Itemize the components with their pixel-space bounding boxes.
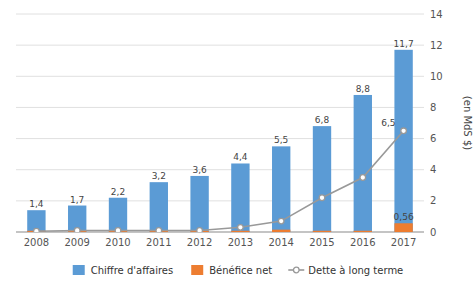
- data-label: 1,7: [70, 195, 84, 205]
- line: [36, 131, 403, 231]
- bar: [354, 95, 372, 232]
- y-tick-label: 12: [430, 40, 443, 51]
- x-tick-label: 2009: [64, 237, 89, 248]
- data-label: 3,6: [192, 165, 207, 175]
- line-marker: [34, 228, 40, 232]
- legend-swatch: [191, 265, 203, 275]
- data-labels: 1,4 1,7 2,2 3,2 3,6 4,4 5,5 6,8 8,8 11,7 0,56 6,5: [29, 39, 414, 222]
- data-label: 4,4: [233, 152, 248, 162]
- y-tick-label: 14: [430, 9, 443, 20]
- legend-label: Dette à long terme: [308, 265, 403, 276]
- y-tick-label: 10: [430, 71, 443, 82]
- bar: [394, 50, 412, 232]
- legend: Chiffre d'affaires Bénéfice net Dette à lo…: [73, 265, 404, 276]
- grid-line: [16, 76, 424, 77]
- data-label: 6,8: [315, 115, 330, 125]
- y-tick-label: 4: [430, 164, 436, 175]
- legend-item: Chiffre d'affaires: [73, 265, 174, 276]
- bar: [272, 146, 290, 232]
- bar: [109, 198, 127, 232]
- line-marker: [401, 128, 407, 134]
- bar: [150, 182, 168, 232]
- grid-line: [16, 45, 424, 46]
- line-marker: [74, 228, 80, 232]
- x-tick-label: 2012: [187, 237, 212, 248]
- data-label: 8,8: [356, 84, 371, 94]
- legend-marker: [293, 267, 299, 273]
- y-tick-label: 2: [430, 195, 436, 206]
- data-label: 3,2: [152, 171, 166, 181]
- x-tick-label: 2016: [350, 237, 375, 248]
- bar: [190, 176, 208, 232]
- grid-line: [16, 14, 424, 15]
- bar: [313, 231, 331, 232]
- line-marker: [115, 228, 121, 232]
- y-tick-label: 0: [430, 227, 436, 238]
- bar: [313, 126, 331, 232]
- line-marker: [319, 195, 325, 201]
- data-label: 2,2: [111, 187, 125, 197]
- y-tick-label: 6: [430, 133, 436, 144]
- bar: [231, 231, 249, 232]
- x-tick-label: 2013: [228, 237, 253, 248]
- data-label: 0,56: [394, 212, 414, 222]
- data-label: 6,5: [381, 118, 395, 128]
- line-marker: [278, 218, 284, 224]
- x-tick-label: 2017: [391, 237, 416, 248]
- data-label: 5,5: [274, 135, 288, 145]
- x-tick-label: 2011: [146, 237, 171, 248]
- line-marker: [197, 228, 203, 232]
- bar: [231, 163, 249, 232]
- data-label: 1,4: [29, 199, 44, 209]
- bar: [272, 230, 290, 232]
- legend-item: Bénéfice net: [191, 265, 272, 276]
- line-marker: [156, 228, 162, 232]
- bar: [394, 223, 412, 232]
- x-tick-label: 2008: [24, 237, 49, 248]
- grid: [16, 14, 424, 232]
- line-marker: [360, 175, 366, 181]
- bar: [354, 231, 372, 232]
- x-tick-label: 2010: [105, 237, 130, 248]
- legend-label: Bénéfice net: [209, 265, 272, 276]
- legend-swatch: [73, 265, 85, 275]
- data-label: 11,7: [394, 39, 414, 49]
- line-marker: [238, 225, 244, 231]
- y-axis-label: (en MdS $): [462, 96, 473, 150]
- x-tick-label: 2015: [309, 237, 334, 248]
- plot-area: [27, 50, 413, 232]
- legend-item: Dette à long terme: [288, 265, 403, 276]
- legend-label: Chiffre d'affaires: [91, 265, 174, 276]
- x-tick-label: 2014: [268, 237, 293, 248]
- chart: 0 2 4 6 8 10 12 14 (en MdS $) 2008 2009 2010 2011 201…: [0, 0, 474, 284]
- y-tick-label: 8: [430, 102, 436, 113]
